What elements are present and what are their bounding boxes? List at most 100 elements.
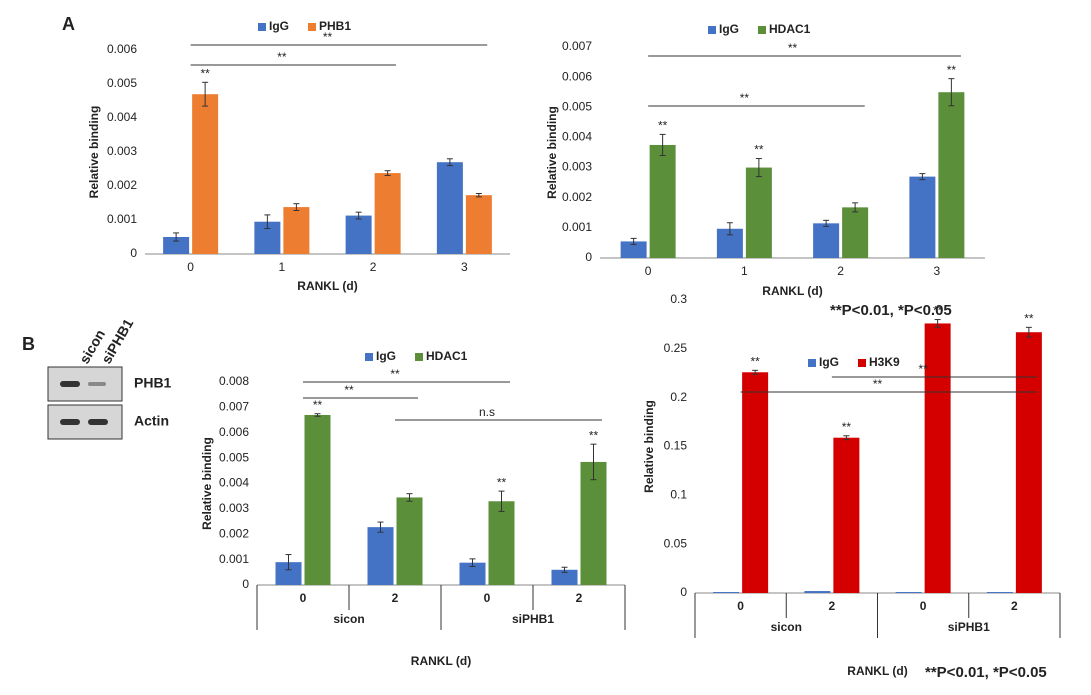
legend-label: PHB1 — [319, 19, 351, 33]
bar — [345, 215, 372, 254]
bracket-label: ** — [740, 91, 750, 105]
y-tick-label: 0.006 — [219, 425, 249, 439]
y-tick-label: 0.2 — [670, 390, 687, 404]
x-axis-label: RANKL (d) — [762, 284, 822, 298]
y-tick-label: 0.05 — [664, 536, 688, 550]
significance-label: ** — [750, 354, 760, 368]
bar — [713, 592, 740, 593]
legend-swatch — [808, 359, 816, 367]
significance-label: ** — [200, 66, 210, 80]
bracket-label: ** — [323, 30, 333, 44]
bar — [1015, 332, 1042, 593]
legend-label: IgG — [719, 22, 739, 36]
y-tick-label: 0.008 — [219, 374, 249, 388]
panel-label: A — [62, 14, 75, 34]
y-tick-label: 0.25 — [664, 341, 688, 355]
x-tick-label: 0 — [920, 599, 927, 613]
blot-box — [47, 366, 123, 402]
legend-label: H3K9 — [869, 355, 900, 369]
y-tick-label: 0.004 — [107, 110, 137, 124]
bar — [938, 92, 965, 258]
x-tick-label: 1 — [279, 260, 286, 274]
significance-label: ** — [933, 304, 943, 318]
x-tick-label: 2 — [837, 264, 844, 278]
y-tick-label: 0.15 — [664, 439, 688, 453]
legend-swatch — [258, 23, 266, 31]
bar — [367, 527, 394, 585]
y-tick-label: 0.007 — [562, 39, 592, 53]
y-tick-label: 0.005 — [219, 450, 249, 464]
significance-note: **P<0.01, *P<0.05 — [925, 664, 1047, 681]
y-axis-label: Relative binding — [200, 437, 214, 530]
legend-swatch — [365, 353, 373, 361]
bar — [986, 592, 1013, 593]
bar — [580, 461, 607, 585]
legend-swatch — [758, 26, 766, 34]
legend-label: HDAC1 — [426, 349, 468, 363]
x-tick-label: 2 — [370, 260, 377, 274]
x-tick-label: 0 — [645, 264, 652, 278]
bar — [742, 372, 769, 593]
bar — [620, 241, 647, 258]
bracket-label: ** — [788, 41, 798, 55]
y-tick-label: 0 — [242, 577, 249, 591]
y-tick-label: 0.006 — [562, 69, 592, 83]
significance-note: **P<0.01, *P<0.05 — [830, 302, 952, 319]
group-label: sicon — [333, 612, 364, 626]
legend-label: IgG — [269, 19, 289, 33]
bar — [275, 562, 302, 585]
bar — [813, 223, 840, 258]
x-tick-label: 3 — [461, 260, 468, 274]
y-tick-label: 0 — [680, 585, 687, 599]
blot-band — [60, 381, 80, 387]
x-tick-label: 2 — [392, 591, 399, 605]
y-tick-label: 0.007 — [219, 400, 249, 414]
bar — [745, 167, 772, 258]
blot-band — [88, 382, 106, 386]
bracket-label: ** — [873, 377, 883, 391]
x-tick-label: 2 — [1011, 599, 1018, 613]
panel-label: B — [22, 334, 35, 354]
y-tick-label: 0.001 — [562, 220, 592, 234]
y-tick-label: 0.005 — [107, 76, 137, 90]
bracket-label: ** — [918, 362, 928, 376]
bracket-label: ** — [277, 50, 287, 64]
bar — [163, 237, 190, 254]
legend-swatch — [858, 359, 866, 367]
y-tick-label: 0.006 — [107, 42, 137, 56]
x-axis-label: RANKL (d) — [297, 279, 357, 293]
legend-swatch — [415, 353, 423, 361]
bar — [396, 497, 423, 585]
blot-row-label: PHB1 — [134, 375, 172, 391]
significance-label: ** — [842, 420, 852, 434]
y-tick-label: 0.001 — [107, 212, 137, 226]
y-axis-label: Relative binding — [87, 106, 101, 199]
y-tick-label: 0.001 — [219, 552, 249, 566]
significance-label: ** — [754, 143, 764, 157]
significance-label: ** — [497, 475, 507, 489]
bar — [465, 195, 492, 254]
bar — [909, 176, 936, 258]
y-tick-label: 0.002 — [562, 190, 592, 204]
bar — [895, 592, 922, 593]
bar — [374, 173, 401, 254]
bar — [283, 207, 310, 254]
legend-label: IgG — [819, 355, 839, 369]
group-label: sicon — [771, 620, 802, 634]
x-tick-label: 1 — [741, 264, 748, 278]
bar — [842, 207, 869, 258]
bracket-label: ** — [344, 383, 354, 397]
bar — [804, 591, 831, 593]
bar — [192, 94, 219, 254]
significance-label: ** — [589, 428, 599, 442]
y-tick-label: 0.002 — [107, 178, 137, 192]
bar — [304, 414, 331, 585]
blot-band — [60, 419, 80, 425]
significance-label: ** — [313, 398, 323, 412]
bracket-label: ** — [390, 367, 400, 381]
legend-swatch — [708, 26, 716, 34]
y-tick-label: 0.3 — [670, 292, 687, 306]
y-tick-label: 0.003 — [107, 144, 137, 158]
y-tick-label: 0.003 — [219, 501, 249, 515]
bar — [833, 437, 860, 593]
